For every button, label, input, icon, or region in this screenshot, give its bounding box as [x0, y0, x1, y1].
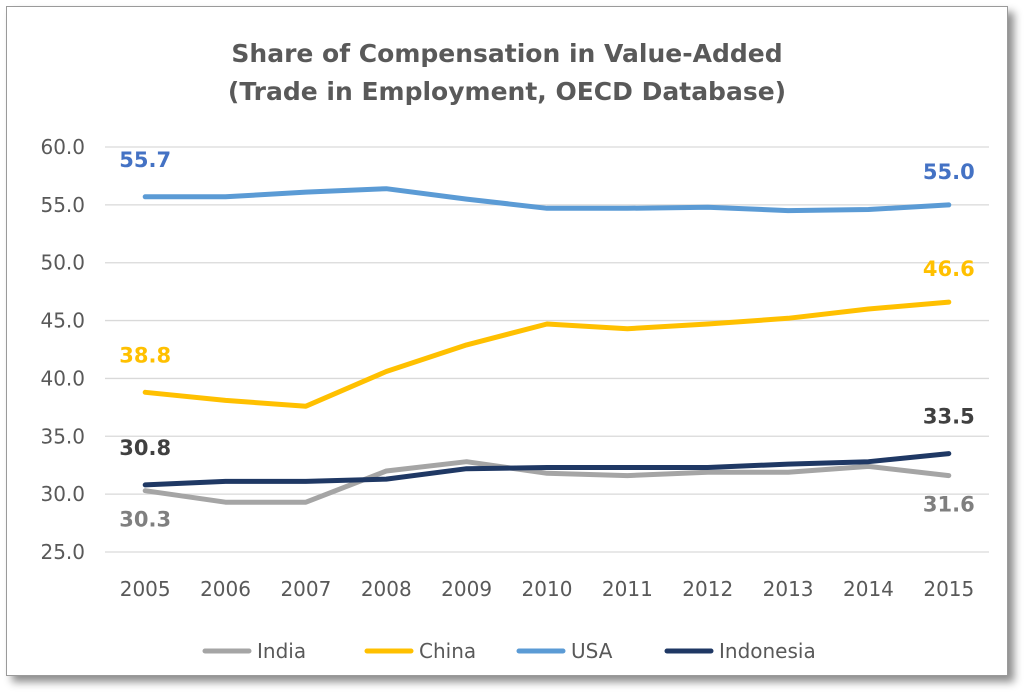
x-tick-label: 2013 [763, 577, 814, 601]
y-tick-label: 55.0 [40, 193, 85, 217]
x-tick-label: 2014 [843, 577, 894, 601]
series-line-india [142, 459, 952, 505]
x-tick-label: 2011 [602, 577, 653, 601]
chart-subtitle: (Trade in Employment, OECD Database) [227, 77, 787, 106]
series-line-indonesia [142, 451, 952, 488]
y-tick-label: 60.0 [40, 135, 85, 159]
data-label-usa: 55.0 [923, 160, 975, 184]
data-label-india: 31.6 [923, 493, 975, 517]
y-tick-label: 45.0 [40, 309, 85, 333]
y-tick-label: 30.0 [40, 482, 85, 506]
y-tick-label: 35.0 [40, 424, 85, 448]
data-label-china: 46.6 [923, 257, 975, 281]
series-line-china [142, 299, 952, 409]
chart-title-block: Share of Compensation in Value-Added (Tr… [7, 35, 1007, 111]
legend: India China USA Indonesia [202, 639, 816, 663]
chart-frame: Share of Compensation in Value-Added (Tr… [6, 6, 1008, 676]
series-line-usa [142, 186, 952, 214]
y-tick-label: 40.0 [40, 366, 85, 390]
series-lines [142, 186, 952, 505]
x-tick-label: 2012 [682, 577, 733, 601]
y-tick-label: 25.0 [40, 540, 85, 564]
legend-label-china: China [419, 639, 476, 663]
data-label-china: 38.8 [119, 343, 171, 367]
data-labels: 30.3 31.6 38.8 46.6 55.7 55.0 30.8 33.5 [119, 148, 974, 532]
data-label-indonesia: 30.8 [119, 436, 171, 460]
data-label-usa: 55.7 [119, 148, 171, 172]
x-tick-label: 2006 [200, 577, 251, 601]
legend-label-usa: USA [571, 639, 613, 663]
y-axis-ticks: 60.0 55.0 50.0 45.0 40.0 35.0 30.0 25.0 [40, 135, 85, 564]
x-tick-label: 2008 [361, 577, 412, 601]
legend-label-indonesia: Indonesia [719, 639, 816, 663]
x-axis-ticks: 2005 2006 2007 2008 2009 2010 2011 2012 2013 2014… [120, 577, 975, 601]
x-tick-label: 2009 [441, 577, 492, 601]
legend-label-india: India [257, 639, 306, 663]
line-chart: 60.055.050.045.040.035.030.025.0 2005 200… [40, 135, 989, 663]
data-label-india: 30.3 [119, 508, 171, 532]
chart-title: Share of Compensation in Value-Added [231, 39, 783, 68]
x-tick-label: 2007 [280, 577, 331, 601]
y-tick-label: 50.0 [40, 251, 85, 275]
data-label-indonesia: 33.5 [923, 405, 975, 429]
x-tick-label: 2005 [120, 577, 171, 601]
gridlines [105, 146, 989, 553]
x-tick-label: 2015 [923, 577, 974, 601]
x-tick-label: 2010 [522, 577, 573, 601]
